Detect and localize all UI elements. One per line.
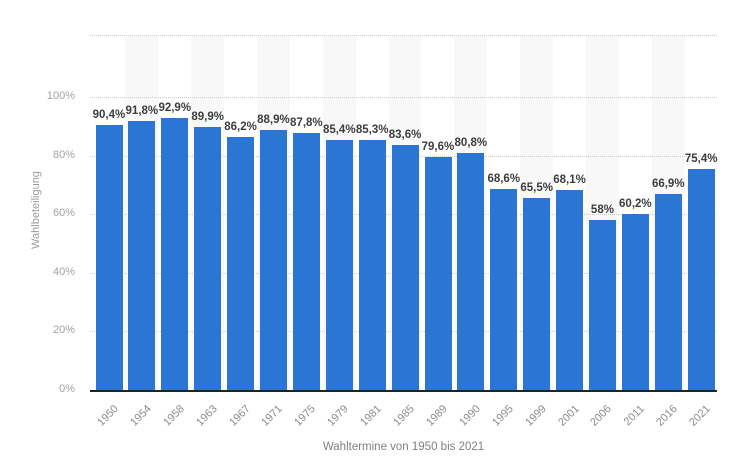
bar-1975[interactable] bbox=[292, 132, 320, 390]
bar-value-label: 88,9% bbox=[257, 113, 290, 126]
plot-area: 90,4% 91,8% 92,9% 89,9% 86,2% 88,9% 87,8% 85,4%… bbox=[90, 35, 717, 392]
bar-value-label: 79,6% bbox=[421, 140, 455, 153]
bar-value-label: 89,9% bbox=[191, 110, 224, 123]
bar-2011[interactable] bbox=[621, 213, 649, 390]
bar-1963[interactable] bbox=[194, 126, 222, 390]
x-axis-title: Wahltermine von 1950 bis 2021 bbox=[322, 441, 485, 453]
bar-1985[interactable] bbox=[391, 145, 419, 390]
bar-value-label: 91,8% bbox=[125, 105, 159, 118]
y-axis-tick-label: 100% bbox=[46, 90, 75, 102]
bar-value-label: 85,3% bbox=[355, 124, 389, 137]
bar-value-label: 83,6% bbox=[388, 129, 422, 142]
bar-value-label: 80,8% bbox=[454, 137, 488, 150]
bar-value-label: 75,4% bbox=[684, 153, 718, 166]
bar-value-label: 90,4% bbox=[92, 109, 126, 122]
bar-1950[interactable] bbox=[95, 125, 123, 390]
bar-1999[interactable] bbox=[523, 198, 551, 390]
bar-value-label: 86,2% bbox=[224, 121, 257, 134]
bar-1989[interactable] bbox=[424, 156, 452, 390]
bar-1967[interactable] bbox=[227, 137, 255, 390]
bar-2001[interactable] bbox=[556, 190, 584, 390]
bar-1979[interactable] bbox=[325, 139, 353, 390]
bar-value-label: 65,5% bbox=[520, 182, 553, 195]
bar-value-label: 66,9% bbox=[651, 177, 685, 190]
bar-2016[interactable] bbox=[654, 193, 682, 390]
bar-value-label: 85,4% bbox=[322, 123, 356, 136]
bar-value-label: 68,1% bbox=[553, 174, 586, 187]
bar-1981[interactable] bbox=[358, 140, 386, 390]
bar-1995[interactable] bbox=[490, 189, 518, 390]
bar-1958[interactable] bbox=[161, 117, 189, 390]
y-axis-tick-label: 80% bbox=[52, 148, 75, 161]
bar-2006[interactable] bbox=[589, 220, 616, 390]
y-axis-tick-label: 60% bbox=[52, 207, 75, 220]
y-axis-tick-label: 0% bbox=[59, 383, 75, 395]
bar-1954[interactable] bbox=[128, 121, 156, 390]
bar-1971[interactable] bbox=[260, 129, 287, 390]
bar-value-label: 68,6% bbox=[487, 173, 521, 186]
bar-value-label: 92,9% bbox=[158, 101, 192, 114]
bar-1990[interactable] bbox=[457, 153, 485, 390]
gridline bbox=[90, 97, 717, 98]
y-axis-tick-label: 20% bbox=[52, 324, 75, 337]
bar-value-label: 60,2% bbox=[619, 197, 652, 210]
bar-value-label: 58% bbox=[590, 204, 614, 217]
bar-2021[interactable] bbox=[687, 169, 715, 390]
y-axis-tick-label: 40% bbox=[52, 265, 75, 278]
bar-value-label: 87,8% bbox=[290, 116, 323, 129]
